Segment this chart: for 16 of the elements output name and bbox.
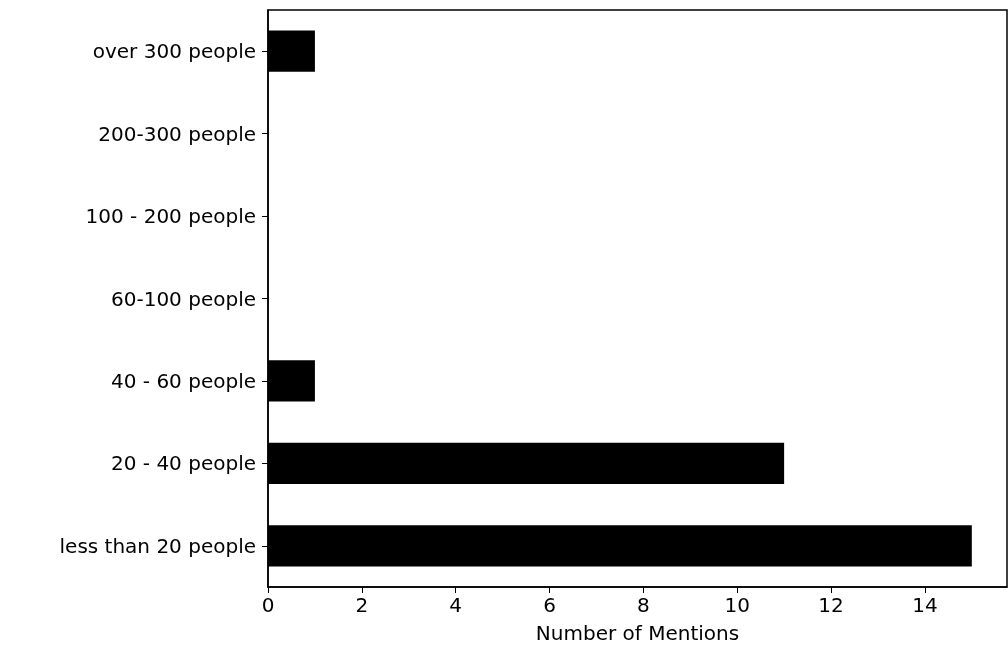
y-tick-label: 40 - 60 people (111, 368, 256, 393)
x-tick-label: 8 (637, 593, 650, 617)
x-tick-label: 10 (724, 593, 750, 617)
y-tick-label: less than 20 people (59, 533, 256, 558)
y-tick-label: 100 - 200 people (85, 204, 256, 229)
x-tick-label: 6 (543, 593, 556, 617)
x-tick-label: 4 (449, 593, 463, 617)
x-axis-title: Number of Mentions (535, 621, 740, 645)
y-tick-label: over 300 people (92, 39, 256, 64)
x-tick-label: 0 (261, 593, 275, 617)
x-tick-label: 2 (355, 593, 369, 617)
x-tick-label: 12 (818, 593, 844, 617)
y-tick-label: 20 - 40 people (111, 451, 256, 476)
y-tick-label: 200-300 people (98, 121, 256, 146)
x-tick-label: 14 (912, 593, 938, 617)
y-tick-label: 60-100 people (111, 286, 256, 311)
